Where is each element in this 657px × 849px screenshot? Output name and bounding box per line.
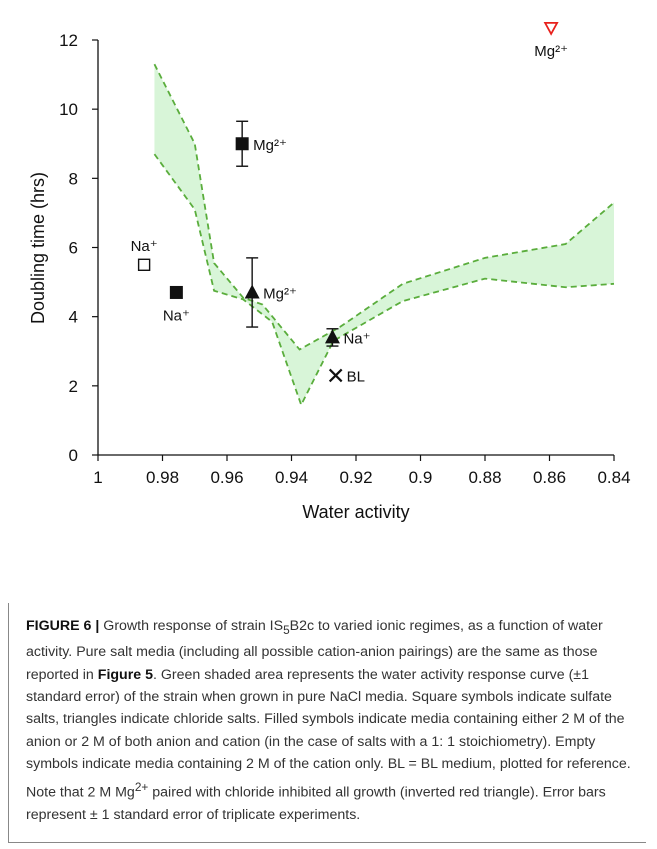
x-tick-label: 1 <box>93 468 102 487</box>
triangle-marker <box>324 329 340 344</box>
x-tick-label: 0.9 <box>409 468 433 487</box>
caption-text-2: B2c to varied ionic regimes, as a functi… <box>26 618 603 683</box>
point-label: Na⁺ <box>131 238 158 255</box>
tick-labels: 0 2 4 6 8 10 12 1 0.98 0.96 0.94 0.92 0.9 0.88 0.86 0.8… <box>59 31 630 487</box>
x-tick-label: 0.84 <box>597 468 630 487</box>
cross-marker <box>328 368 343 383</box>
point-label: Mg²⁺ <box>263 285 297 302</box>
band-fill <box>154 64 614 405</box>
triangle-marker <box>244 284 260 299</box>
caption-text-3: . Green shaded area represents the water… <box>26 666 631 801</box>
x-tick-label: 0.88 <box>468 468 501 487</box>
y-tick-label: 12 <box>59 31 78 50</box>
inverted-triangle-marker <box>543 21 559 36</box>
point-label: Mg²⁺ <box>534 43 568 60</box>
figure-caption: FIGURE 6 | Growth response of strain IS5… <box>26 615 636 826</box>
y-tick-label: 10 <box>59 100 78 119</box>
point-label: Na⁺ <box>163 307 190 324</box>
nacl-response-band <box>153 63 615 408</box>
caption-text-4: paired with chloride inhibited all growt… <box>26 784 606 823</box>
band-upper-line <box>153 63 615 351</box>
x-tick-label: 0.86 <box>533 468 566 487</box>
band-lower-line <box>153 153 615 408</box>
y-tick-label: 0 <box>69 446 78 465</box>
caption-frame <box>8 603 646 843</box>
x-axis-title: Water activity <box>302 502 409 522</box>
x-tick-label: 0.94 <box>275 468 308 487</box>
point-label: BL <box>347 368 365 385</box>
data-points: Na⁺ Na⁺ Mg²⁺ Mg²⁺ Na⁺ BL Mg²⁺ <box>131 21 568 385</box>
y-tick-label: 2 <box>69 377 78 396</box>
open-square-marker <box>137 258 151 271</box>
caption-superscript: 2+ <box>134 779 149 794</box>
square-marker <box>235 137 249 151</box>
y-axis-title: Doubling time (hrs) <box>28 172 48 324</box>
point-label: Mg²⁺ <box>253 137 287 154</box>
chart: 0 2 4 6 8 10 12 1 0.98 0.96 0.94 0.92 0.9 0.88 0.86 0.8… <box>28 21 631 522</box>
caption-text-1: Growth response of strain IS <box>99 618 284 634</box>
axes <box>97 40 614 456</box>
caption-figure-ref[interactable]: Figure 5 <box>97 666 153 683</box>
y-tick-label: 6 <box>69 239 78 258</box>
x-tick-label: 0.96 <box>210 468 243 487</box>
y-tick-label: 4 <box>69 308 78 327</box>
x-tick-label: 0.92 <box>339 468 372 487</box>
point-label: Na⁺ <box>343 330 370 347</box>
caption-subscript: 5 <box>283 622 290 637</box>
x-tick-label: 0.98 <box>146 468 179 487</box>
square-marker <box>169 285 183 299</box>
y-tick-label: 8 <box>69 169 78 188</box>
caption-label: FIGURE 6 | <box>26 618 100 634</box>
